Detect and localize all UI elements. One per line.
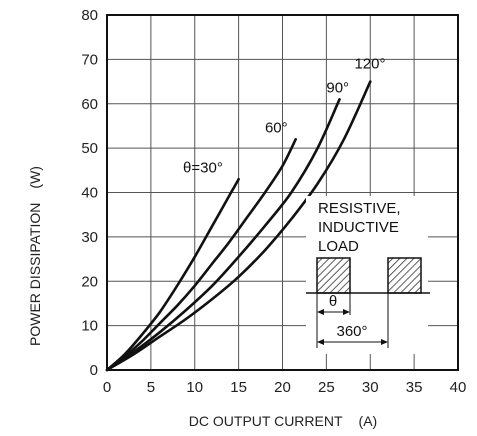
y-tick-labels: 0 10 20 30 40 50 60 70 80 — [81, 7, 98, 379]
pulse-2 — [387, 257, 422, 294]
theta-arrowhead-right — [343, 309, 350, 315]
series-label-theta-30: θ=30° — [183, 160, 223, 177]
plot-frame — [106, 14, 459, 371]
series-curves — [105, 80, 372, 372]
y-tick-label: 70 — [81, 51, 98, 68]
load-label-line-3: LOAD — [318, 238, 359, 255]
theta-label: θ — [329, 293, 337, 310]
period-arrowhead-left — [317, 339, 324, 345]
x-tick-label: 10 — [186, 379, 203, 396]
x-tick-labels: 0 5 10 15 20 25 30 35 40 — [103, 379, 467, 396]
curve-120-deg — [105, 80, 372, 372]
period-arrowhead-right — [381, 339, 388, 345]
period-label: 360° — [336, 323, 367, 340]
y-tick-label: 80 — [81, 7, 98, 24]
y-tick-label: 40 — [81, 185, 98, 202]
curve-theta-30-deg — [105, 177, 240, 372]
x-axis-label: DC OUTPUT CURRENT (A) — [189, 413, 377, 429]
x-tick-label: 15 — [230, 379, 247, 396]
series-labels: θ=30° 60° 90° 120° — [183, 55, 385, 176]
x-tick-label: 25 — [318, 379, 335, 396]
x-tick-label: 20 — [274, 379, 291, 396]
y-tick-label: 50 — [81, 140, 98, 157]
x-tick-label: 5 — [147, 379, 155, 396]
series-label-120: 120° — [354, 55, 385, 72]
load-label-line-1: RESISTIVE, — [318, 200, 401, 217]
theta-arrowhead-left — [317, 309, 324, 315]
series-label-60: 60° — [265, 120, 288, 137]
x-tick-label: 30 — [362, 379, 379, 396]
y-tick-label: 20 — [81, 273, 98, 290]
y-tick-label: 60 — [81, 96, 98, 113]
pulse-1 — [316, 257, 351, 294]
y-axis-label: POWER DISSIPATION(W) — [27, 166, 43, 346]
load-label-line-2: INDUCTIVE — [318, 219, 399, 236]
series-label-90: 90° — [326, 80, 349, 97]
curve-60-deg — [105, 138, 297, 372]
x-tick-label: 35 — [406, 379, 423, 396]
x-tick-label: 0 — [103, 379, 111, 396]
curve-90-deg — [105, 98, 341, 372]
y-tick-label: 30 — [81, 229, 98, 246]
y-tick-label: 0 — [90, 362, 98, 379]
x-tick-label: 40 — [450, 379, 467, 396]
y-tick-label: 10 — [81, 318, 98, 335]
load-waveform-inset: RESISTIVE, INDUCTIVE LOAD θ 360° — [306, 196, 430, 354]
